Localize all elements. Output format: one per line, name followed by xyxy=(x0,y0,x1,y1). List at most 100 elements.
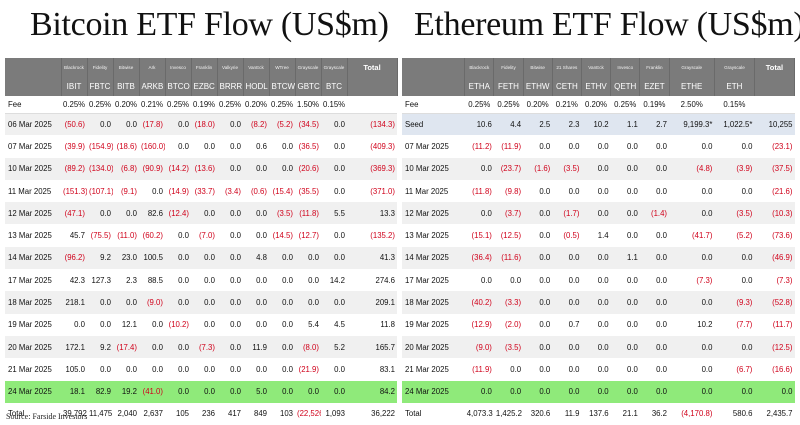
total-cell: 417 xyxy=(217,402,243,425)
flow-cell: (9.0) xyxy=(139,291,165,314)
flow-cell: 0.0 xyxy=(269,135,295,158)
flow-cell: (23.7) xyxy=(493,157,524,180)
flow-cell: (18.0) xyxy=(191,113,217,136)
flow-cell: 0.0 xyxy=(139,313,165,336)
flow-cell: 0.0 xyxy=(243,202,269,225)
flow-cell: 0.0 xyxy=(714,380,755,403)
flow-cell: (18.6) xyxy=(113,135,139,158)
flow-cell: (52.8) xyxy=(754,291,795,314)
flow-cell: 0.0 xyxy=(269,380,295,403)
flow-cell: 0.0 xyxy=(191,380,217,403)
issuer-header-cell: Grayscale xyxy=(669,58,715,76)
flow-cell: 0.0 xyxy=(165,380,191,403)
issuer-header-cell: Valkyrie xyxy=(217,58,244,76)
table-row: 11 Mar 2025 (151.3) (107.1) (9.1) 0.0 (14.9)(… xyxy=(5,179,397,203)
flow-cell: 0.0 xyxy=(639,335,670,359)
flow-cell: 0.0 xyxy=(610,179,640,203)
table-row: 20 Mar 2025 (9.0) (3.5) 0.0 0.0 0.0 0.0 0.0 0.0 0… xyxy=(402,335,795,359)
row-date-cell: 10 Mar 2025 xyxy=(5,157,61,180)
issuer-header-cell: WTree xyxy=(269,58,296,76)
flow-cell: 0.0 xyxy=(610,313,640,336)
flow-cell: 0.0 xyxy=(113,202,139,225)
flow-cell: 41.3 xyxy=(347,246,397,270)
flow-cell: 0.0 xyxy=(669,380,715,403)
table-row: 18 Mar 2025 218.1 0.0 0.0 (9.0) 0.0 0.0 0.0 0.0 0… xyxy=(5,291,397,314)
flow-cell: 100.5 xyxy=(139,246,165,270)
flow-cell: 0.0 xyxy=(113,291,139,314)
fee-cell: 0.20% xyxy=(581,96,611,114)
flow-cell: 172.1 xyxy=(61,335,87,359)
total-cell: (4,170.8) xyxy=(669,402,715,425)
flow-cell: 4.4 xyxy=(493,113,524,136)
flow-cell: 0.0 xyxy=(243,157,269,180)
flow-cell: (21.6) xyxy=(754,179,795,203)
flow-cell: 0.0 xyxy=(217,313,243,336)
flow-cell: 0.0 xyxy=(523,202,553,225)
flow-cell: (3.5) xyxy=(552,157,582,180)
row-date-cell: 19 Mar 2025 xyxy=(402,313,465,336)
total-cell: 105 xyxy=(165,402,191,425)
row-date-cell: 14 Mar 2025 xyxy=(5,246,61,270)
flow-cell: 0.0 xyxy=(523,380,553,403)
table-row: 20 Mar 2025 172.1 9.2 (17.4) 0.0 0.0 (7.3) 0.0 1… xyxy=(5,335,397,359)
flow-cell: (8.0) xyxy=(295,335,321,359)
table-row: 24 Mar 2025 18.1 82.9 19.2 (41.0) 0.0 0.0 0.0 5.… xyxy=(5,380,397,403)
issuer-header-cell: Ark xyxy=(139,58,166,76)
flow-cell: (12.7) xyxy=(295,224,321,247)
flow-cell: 0.0 xyxy=(714,269,755,292)
row-date-cell: 07 Mar 2025 xyxy=(402,135,465,158)
flow-cell: 0.0 xyxy=(639,313,670,336)
fee-cell: 0.25% xyxy=(165,96,191,114)
table-row: 17 Mar 2025 42.3 127.3 2.3 88.5 0.0 0.0 0.0 0.0 0… xyxy=(5,269,397,292)
fee-row: Fee 0.25% 0.25% 0.20% 0.21% 0.25% 0.19% 0.25% 0.… xyxy=(5,96,397,114)
table-row: 18 Mar 2025 (40.2) (3.3) 0.0 0.0 0.0 0.0 0.0 0.0… xyxy=(402,291,795,314)
flow-cell: 0.0 xyxy=(523,291,553,314)
flow-cell: 0.0 xyxy=(581,313,611,336)
ticker-header-cell: HODL xyxy=(243,76,270,96)
table-row: 12 Mar 2025 (47.1) 0.0 0.0 82.6 (12.4) 0.0 0.0 0… xyxy=(5,202,397,225)
flow-cell: 0.0 xyxy=(269,246,295,270)
flow-cell: 4.5 xyxy=(321,313,347,336)
flow-cell: 0.0 xyxy=(493,380,524,403)
flow-cell: (9.3) xyxy=(714,291,755,314)
issuer-header-cell: VanEck xyxy=(243,58,270,76)
flow-cell: (36.5) xyxy=(295,135,321,158)
total-cell: 580.6 xyxy=(714,402,755,425)
flow-cell: 0.0 xyxy=(581,135,611,158)
row-date-cell: 18 Mar 2025 xyxy=(5,291,61,314)
flow-cell: (3.7) xyxy=(493,202,524,225)
header-blank-cell xyxy=(402,58,466,76)
flow-cell: 0.0 xyxy=(714,246,755,270)
flow-cell: 0.0 xyxy=(165,135,191,158)
flow-cell: 0.0 xyxy=(217,157,243,180)
flow-cell: (10.3) xyxy=(754,202,795,225)
flow-cell: (36.4) xyxy=(464,246,494,270)
flow-cell: 0.0 xyxy=(321,179,347,203)
flow-cell: 1.4 xyxy=(581,224,611,247)
issuer-header-cell: Blackrock xyxy=(464,58,495,76)
flow-cell: 0.0 xyxy=(191,135,217,158)
row-date-cell: Seed xyxy=(402,113,465,136)
flow-cell: (11.2) xyxy=(464,135,494,158)
flow-cell: 0.0 xyxy=(321,380,347,403)
flow-cell: 0.0 xyxy=(165,269,191,292)
flow-cell: (409.3) xyxy=(347,135,397,158)
flow-cell: 0.0 xyxy=(639,179,670,203)
table-row: 13 Mar 2025 (15.1) (12.5) 0.0 (0.5) 1.4 0.0 0.0… xyxy=(402,224,795,247)
flow-cell: (1.7) xyxy=(552,202,582,225)
flow-cell: 0.0 xyxy=(639,135,670,158)
flow-cell: 0.0 xyxy=(581,335,611,359)
flow-cell: (11.8) xyxy=(464,179,494,203)
flow-cell: (46.9) xyxy=(754,246,795,270)
flow-cell: (0.6) xyxy=(243,179,269,203)
flow-cell: (1.6) xyxy=(523,157,553,180)
issuer-header-cell: Invesco xyxy=(165,58,192,76)
flow-cell: 0.0 xyxy=(321,358,347,381)
flow-cell: 2.3 xyxy=(113,269,139,292)
flow-cell: 0.6 xyxy=(243,135,269,158)
flow-cell: 5.2 xyxy=(321,335,347,359)
flow-cell: 0.0 xyxy=(113,113,139,136)
ticker-header-cell: BTCO xyxy=(165,76,192,96)
flow-cell: 11.8 xyxy=(347,313,397,336)
flow-cell: 0.0 xyxy=(295,380,321,403)
